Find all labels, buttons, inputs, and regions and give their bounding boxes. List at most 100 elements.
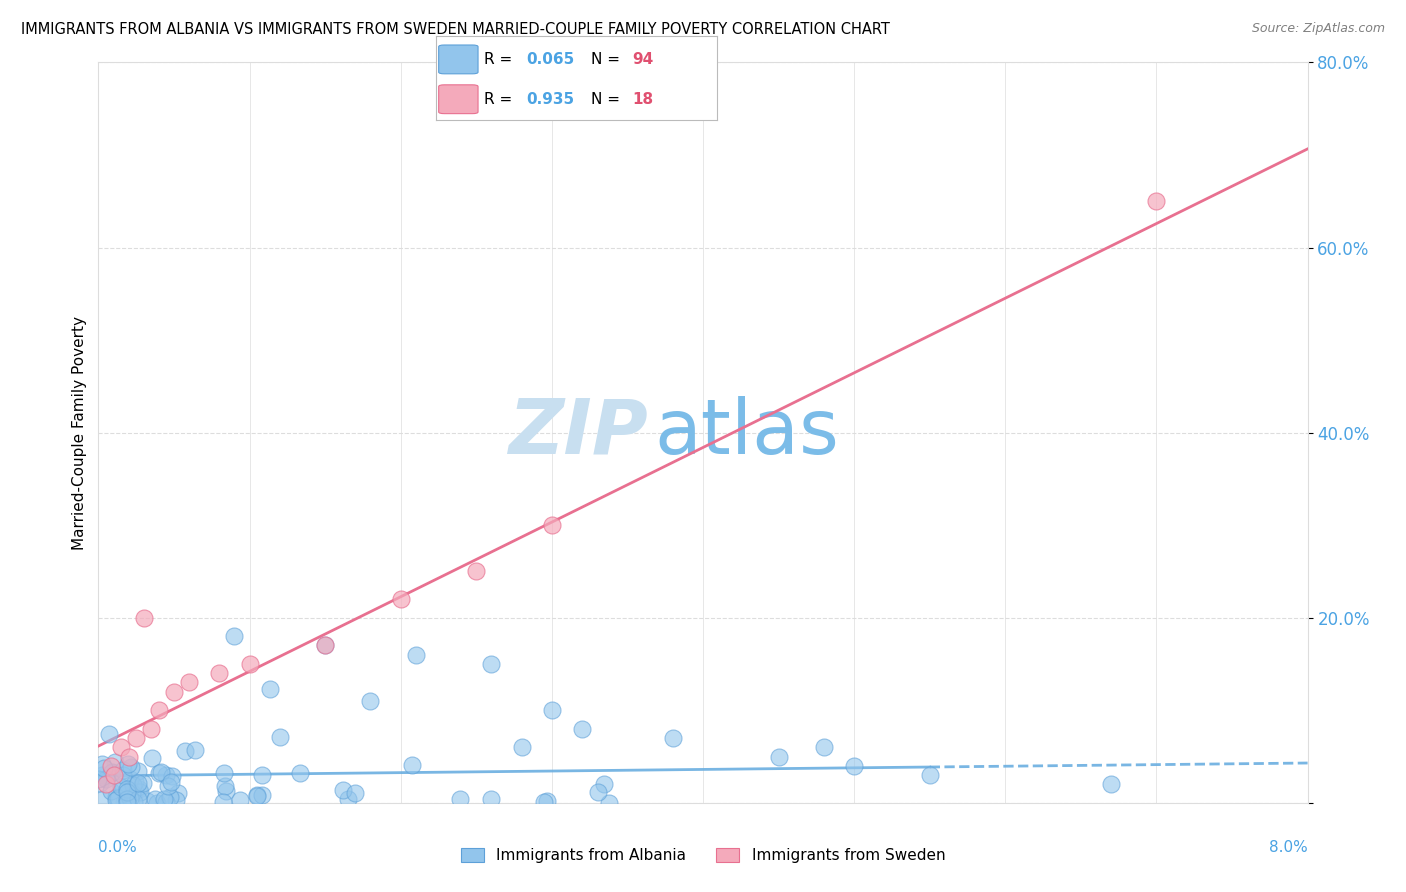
Point: [115, 785, 138, 799]
Point: [148, 703, 170, 717]
Point: [93, 761, 115, 775]
Point: [208, 666, 231, 681]
Point: [91, 757, 114, 772]
Point: [159, 775, 181, 789]
Point: [117, 792, 139, 806]
Text: 0.065: 0.065: [526, 52, 574, 67]
Text: 8.0%: 8.0%: [1268, 840, 1308, 855]
Point: [250, 768, 273, 782]
Point: [148, 766, 170, 780]
Point: [229, 793, 252, 807]
Point: [124, 784, 146, 798]
Point: [246, 788, 269, 802]
Point: [479, 792, 502, 806]
Point: [136, 795, 159, 809]
Point: [592, 777, 614, 791]
Point: [143, 792, 166, 806]
Text: R =: R =: [484, 52, 517, 67]
Point: [183, 743, 205, 757]
Point: [104, 793, 127, 807]
Point: [211, 795, 233, 809]
Text: R =: R =: [484, 92, 517, 107]
Point: [389, 592, 412, 607]
Point: [91, 768, 114, 782]
Point: [465, 565, 488, 579]
Point: [112, 781, 135, 796]
Point: [101, 764, 124, 779]
Point: [510, 740, 533, 755]
Point: [844, 758, 866, 772]
Point: [337, 792, 360, 806]
Point: [117, 757, 139, 772]
Point: [127, 775, 149, 789]
Text: N =: N =: [591, 52, 624, 67]
Point: [314, 639, 336, 653]
Point: [214, 784, 236, 798]
Text: atlas: atlas: [655, 396, 839, 469]
Point: [540, 518, 562, 533]
Point: [360, 694, 382, 708]
Point: [401, 757, 423, 772]
Point: [141, 722, 163, 736]
Point: [111, 763, 134, 777]
Point: [87, 772, 110, 787]
Text: 0.0%: 0.0%: [98, 840, 138, 855]
Point: [105, 789, 128, 804]
Point: [110, 780, 132, 794]
Point: [91, 792, 114, 806]
Point: [150, 765, 173, 780]
Point: [212, 766, 235, 780]
Point: [127, 791, 149, 805]
Point: [129, 785, 152, 799]
Point: [100, 766, 122, 780]
Point: [314, 639, 336, 653]
Point: [214, 779, 236, 793]
Point: [120, 772, 142, 787]
Point: [224, 629, 246, 643]
Point: [115, 795, 138, 809]
Point: [146, 796, 169, 810]
Point: [103, 768, 125, 782]
Point: [128, 782, 150, 797]
Point: [768, 749, 790, 764]
Point: [104, 756, 127, 770]
Point: [449, 791, 471, 805]
Point: [121, 786, 143, 800]
Point: [918, 768, 941, 782]
Point: [89, 776, 111, 790]
Point: [115, 781, 138, 796]
Point: [540, 703, 562, 717]
Text: ZIP: ZIP: [509, 396, 648, 469]
Point: [173, 744, 195, 758]
Point: [125, 731, 148, 745]
Point: [250, 788, 273, 802]
Point: [405, 648, 427, 662]
Point: [269, 731, 291, 745]
Point: [536, 794, 558, 808]
Point: [246, 789, 269, 804]
Point: [120, 760, 142, 774]
Text: Source: ZipAtlas.com: Source: ZipAtlas.com: [1251, 22, 1385, 36]
Point: [110, 740, 132, 755]
Point: [121, 779, 143, 793]
Point: [239, 657, 262, 671]
Point: [1099, 777, 1122, 791]
Point: [598, 796, 620, 810]
Point: [156, 779, 179, 793]
Text: 94: 94: [633, 52, 654, 67]
Point: [1146, 194, 1168, 209]
Legend: Immigrants from Albania, Immigrants from Sweden: Immigrants from Albania, Immigrants from…: [454, 842, 952, 869]
Text: 0.935: 0.935: [526, 92, 574, 107]
Point: [571, 722, 593, 736]
Point: [100, 758, 122, 772]
Point: [122, 795, 145, 809]
Point: [155, 768, 177, 782]
Point: [152, 792, 174, 806]
Point: [813, 740, 835, 755]
Point: [661, 731, 683, 745]
Point: [290, 766, 312, 780]
Y-axis label: Married-Couple Family Poverty: Married-Couple Family Poverty: [72, 316, 87, 549]
Point: [160, 769, 183, 783]
Point: [163, 685, 186, 699]
Point: [100, 784, 122, 798]
